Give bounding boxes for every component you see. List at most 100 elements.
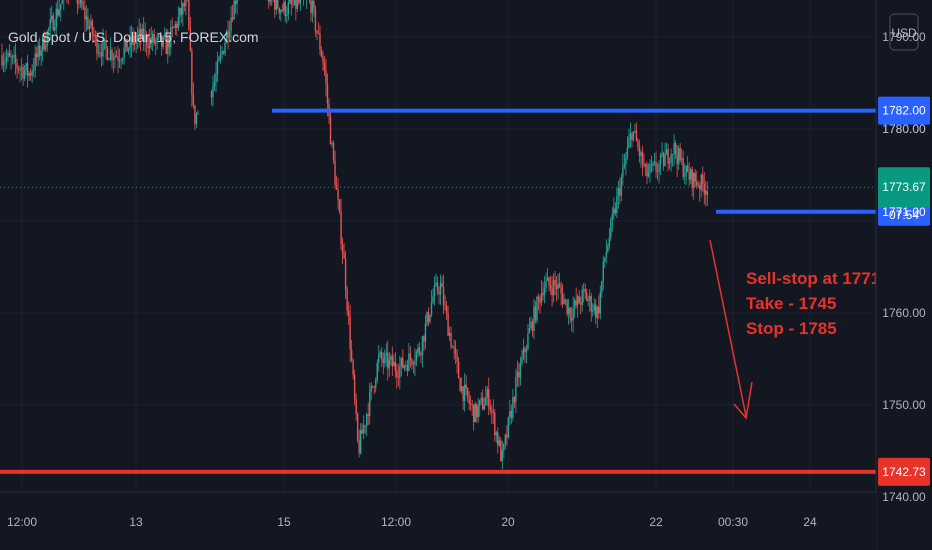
- candle-body: [647, 172, 650, 177]
- candle-body: [130, 36, 133, 45]
- candle-body: [87, 16, 89, 29]
- candle-body: [674, 143, 677, 155]
- candle-body: [16, 62, 18, 69]
- countdown-label: 07:54: [889, 208, 919, 222]
- candle-body: [268, 0, 270, 2]
- candle-body: [700, 174, 702, 190]
- candle-body: [691, 169, 693, 189]
- candle-body: [295, 0, 297, 9]
- candle-body: [37, 45, 39, 58]
- candle-body: [457, 361, 460, 379]
- candle-body: [688, 172, 690, 180]
- price-tick-label: 1750.00: [882, 398, 926, 412]
- candle-body: [290, 0, 293, 5]
- candle-body: [629, 133, 632, 140]
- candle-body: [274, 0, 276, 10]
- candle-body: [442, 287, 445, 306]
- currency-button[interactable]: [889, 13, 919, 51]
- candle-body: [174, 23, 177, 28]
- candle-body: [665, 149, 668, 155]
- candle-body: [516, 371, 519, 378]
- candle-body: [613, 208, 615, 215]
- candle-body: [91, 20, 94, 35]
- candle-body: [635, 130, 638, 142]
- candle-body: [583, 289, 585, 291]
- candle-body: [682, 158, 684, 177]
- candle-body: [483, 405, 485, 410]
- candle-body: [350, 349, 353, 361]
- candle-body: [670, 154, 672, 163]
- candle-body: [445, 305, 448, 314]
- chart-title: Gold Spot / U.S. Dollar, 15, FOREX.com: [8, 29, 259, 45]
- candle-body: [671, 153, 674, 155]
- candle-body: [159, 35, 161, 37]
- candle-body: [482, 397, 484, 410]
- price-tick-label: 1760.00: [882, 306, 926, 320]
- candle-body: [579, 303, 582, 305]
- candle-body: [19, 68, 21, 70]
- time-axis-panel: [0, 492, 876, 550]
- candle-body: [150, 37, 152, 43]
- candle-body: [108, 59, 110, 60]
- candle-body: [518, 371, 520, 378]
- candle-body: [397, 376, 400, 378]
- candle-body: [528, 327, 531, 334]
- candle-body: [287, 2, 290, 15]
- current-price-badge[interactable]: [878, 167, 930, 208]
- time-tick-label: 20: [501, 515, 515, 529]
- candle-body: [155, 40, 157, 44]
- candle-body: [167, 36, 169, 54]
- candle-body: [349, 316, 351, 350]
- candle-body: [111, 49, 113, 60]
- candle-body: [20, 67, 23, 69]
- candle-body: [676, 154, 678, 165]
- candle-body: [650, 164, 653, 166]
- candle-body: [527, 333, 529, 350]
- candle-body: [485, 397, 487, 406]
- candle-body: [384, 354, 386, 363]
- candle-body: [326, 84, 329, 104]
- candle-body: [512, 397, 514, 418]
- candle-body: [400, 357, 403, 367]
- candle-body: [139, 29, 142, 39]
- candle-body: [498, 440, 501, 446]
- candle-body: [373, 386, 375, 388]
- candle-body: [121, 58, 124, 61]
- candle-body: [468, 397, 470, 404]
- candle-body: [438, 291, 440, 295]
- candle-body: [426, 312, 428, 324]
- candle-body: [560, 286, 562, 294]
- candle-body: [466, 388, 469, 398]
- candle-body: [394, 361, 397, 371]
- candle-body: [4, 60, 6, 63]
- candle-body: [614, 208, 617, 214]
- candle-body: [164, 36, 166, 38]
- candle-body: [703, 183, 705, 195]
- candle-body: [409, 353, 412, 360]
- candle-body: [11, 56, 14, 58]
- candle-body: [55, 8, 57, 28]
- candle-body: [269, 0, 271, 2]
- candle-body: [619, 188, 621, 196]
- candle-body: [567, 307, 570, 315]
- price-badge-resistance[interactable]: [878, 96, 930, 125]
- candle-body: [337, 189, 339, 200]
- candle-body: [17, 68, 20, 70]
- candle-body: [561, 293, 564, 304]
- candle-body: [194, 105, 196, 124]
- candle-body: [604, 257, 606, 262]
- candle-body: [126, 39, 128, 52]
- price-badge-support[interactable]: [878, 457, 930, 486]
- candle-body: [667, 149, 669, 164]
- candle-body: [158, 35, 160, 37]
- candle-body: [38, 45, 41, 56]
- candle-body: [183, 3, 186, 7]
- candle-body: [515, 377, 517, 403]
- candle-body: [620, 177, 623, 196]
- candle-body: [655, 161, 657, 172]
- candle-body: [501, 450, 504, 462]
- candle-body: [142, 28, 145, 42]
- candle-body: [213, 82, 216, 87]
- candle-body: [472, 404, 475, 423]
